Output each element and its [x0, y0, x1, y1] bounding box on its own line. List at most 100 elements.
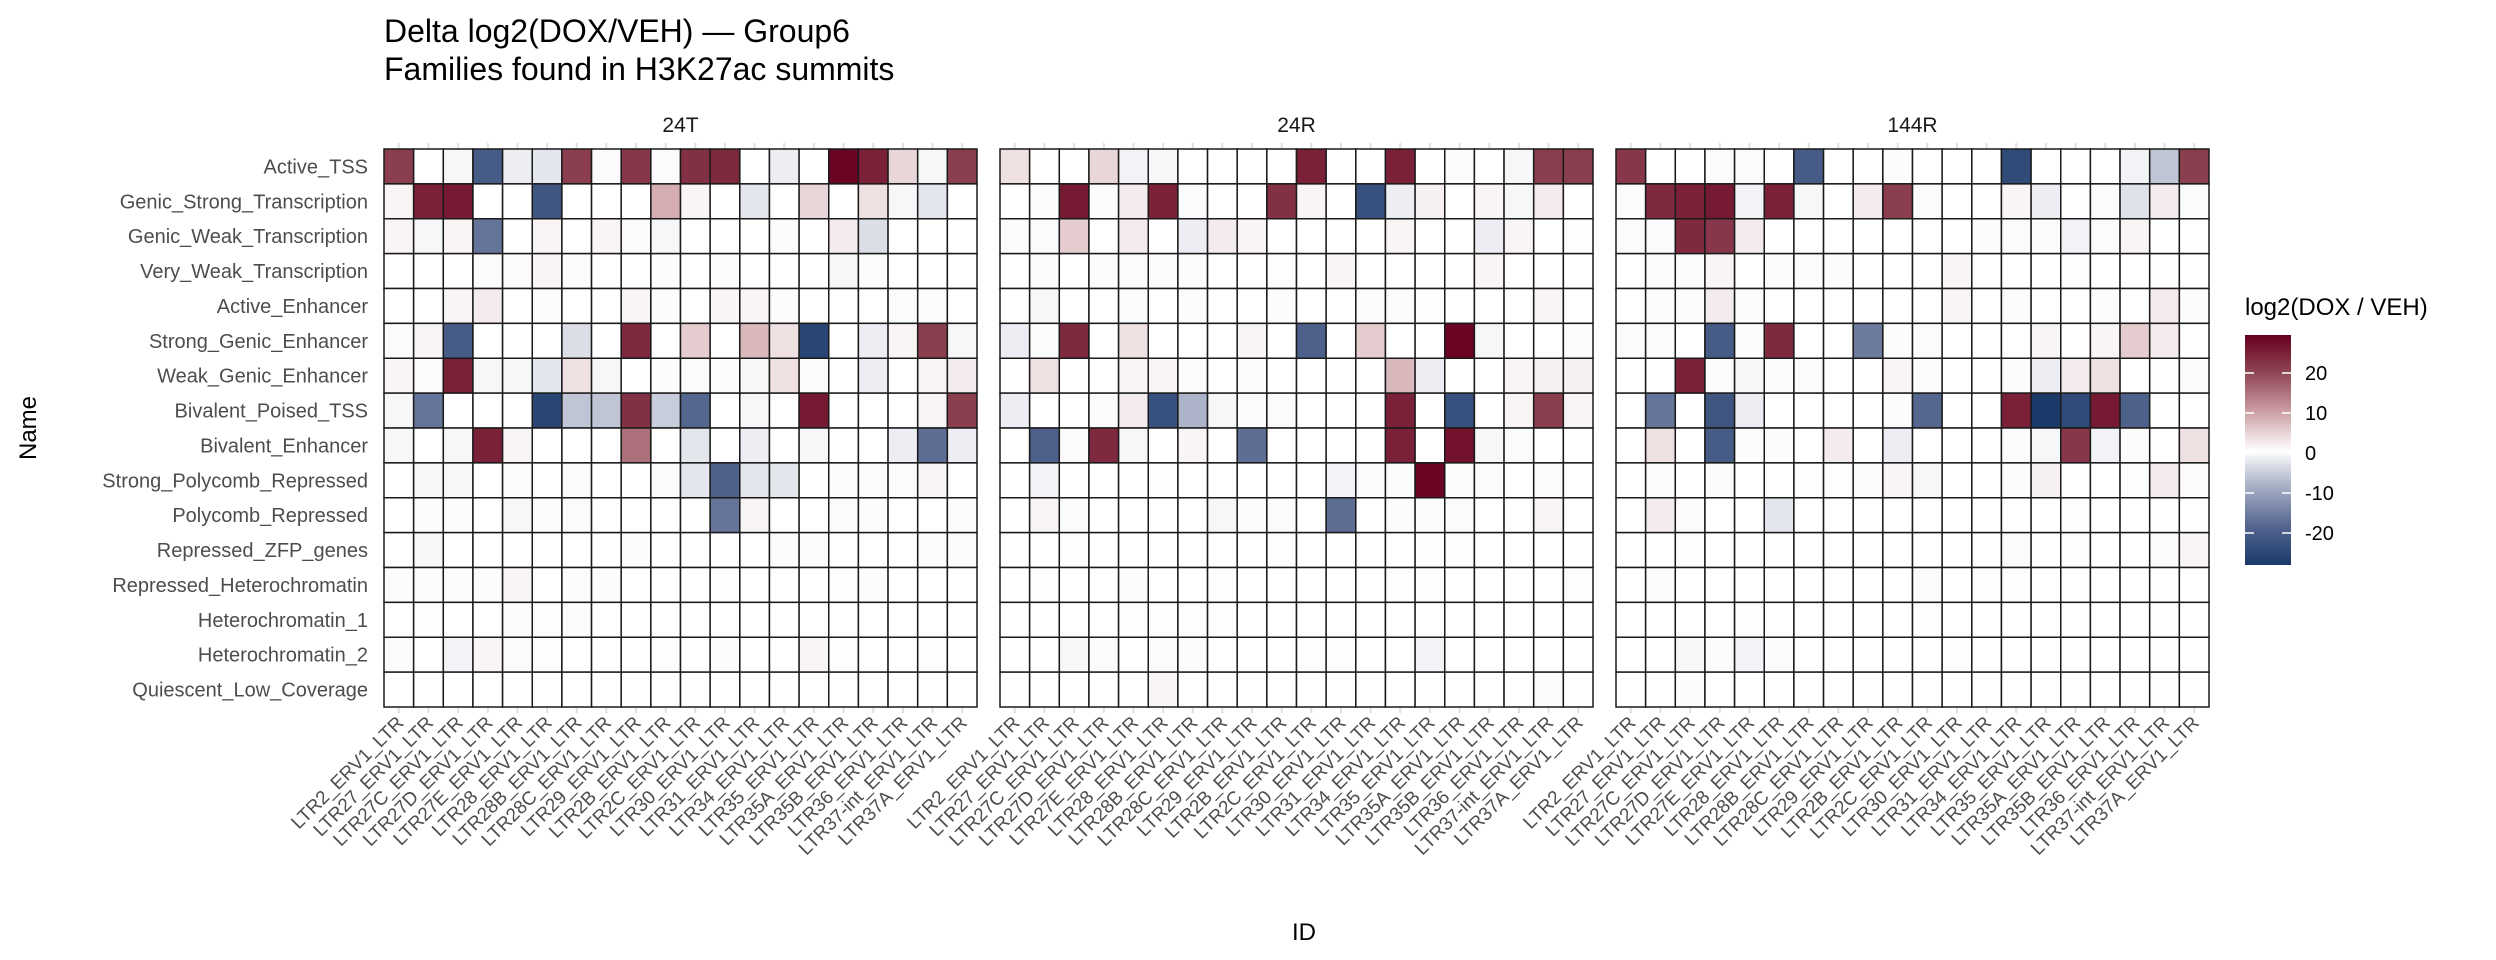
heatmap-cell — [1295, 218, 1327, 255]
heatmap-cell — [590, 148, 622, 185]
heatmap-cell — [1058, 218, 1090, 255]
heatmap-cell — [887, 148, 919, 185]
heatmap-cell — [2119, 287, 2151, 325]
heatmap-cell — [999, 531, 1031, 569]
heatmap-cell — [501, 252, 534, 290]
heatmap-cell — [2089, 392, 2121, 429]
heatmap-cell — [412, 427, 445, 464]
heatmap-cell — [739, 636, 771, 673]
heatmap-cell — [1266, 392, 1298, 429]
heatmap-cell — [1793, 636, 1825, 673]
heatmap-cell — [709, 218, 741, 255]
heatmap-cell — [1206, 392, 1238, 429]
heatmap-cell — [1733, 148, 1765, 185]
heatmap-cell — [2060, 601, 2092, 638]
heatmap-cell — [946, 392, 978, 429]
heatmap-cell — [1177, 218, 1209, 255]
heatmap-cell — [501, 148, 534, 185]
heatmap-cell — [442, 427, 474, 464]
heatmap-cell — [1882, 322, 1914, 359]
heatmap-cell — [1473, 183, 1505, 220]
heatmap-cell — [1503, 636, 1535, 673]
heatmap-cell — [383, 462, 415, 499]
heatmap-cell — [2178, 392, 2210, 429]
heatmap-cell — [1793, 218, 1825, 255]
heatmap-cell — [1763, 671, 1795, 708]
heatmap-cell — [1414, 566, 1446, 604]
heatmap-cell — [1325, 462, 1357, 499]
heatmap-cell — [412, 287, 445, 325]
heatmap-cell — [561, 427, 593, 464]
heatmap-cell — [768, 671, 800, 708]
heatmap-cell — [1117, 252, 1149, 290]
heatmap-cell — [1236, 357, 1268, 394]
heatmap-cell — [2089, 287, 2121, 325]
heatmap-cell — [1355, 427, 1387, 464]
heatmap-cell — [1147, 497, 1179, 534]
heatmap-cell — [1971, 287, 2003, 325]
heatmap-cell — [1615, 357, 1647, 394]
heatmap-cell — [1295, 392, 1327, 429]
heatmap-cell — [2178, 252, 2210, 290]
heatmap-cell — [2148, 322, 2181, 359]
heatmap-cell — [1444, 427, 1476, 464]
heatmap-cell — [1473, 287, 1505, 325]
heatmap-cell — [1177, 427, 1209, 464]
heatmap-cell — [1644, 427, 1677, 464]
heatmap-cell — [1882, 148, 1914, 185]
heatmap-cell — [1644, 531, 1677, 569]
x-axis-title: ID — [1292, 919, 1316, 946]
heatmap-cell — [1236, 601, 1268, 638]
heatmap-cell — [531, 601, 563, 638]
heatmap-cell — [1147, 218, 1179, 255]
heatmap-cell — [531, 148, 563, 185]
heatmap-cell — [1117, 566, 1149, 604]
heatmap-cell — [383, 566, 415, 604]
heatmap-cell — [2060, 287, 2092, 325]
heatmap-cell — [620, 671, 652, 708]
heatmap-cell — [1704, 322, 1736, 359]
heatmap-cell — [590, 218, 622, 255]
heatmap-cell — [1763, 357, 1795, 394]
heatmap-cell — [739, 601, 771, 638]
heatmap-cell — [531, 322, 563, 359]
heatmap-cell — [2119, 218, 2151, 255]
heatmap-cell — [1763, 531, 1795, 569]
heatmap-cell — [999, 357, 1031, 394]
heatmap-cell — [1088, 427, 1120, 464]
heatmap-cell — [1562, 183, 1594, 220]
y-tick-label: Active_TSS — [264, 156, 368, 178]
heatmap-cell — [1444, 252, 1476, 290]
heatmap-cell — [946, 566, 978, 604]
heatmap-cell — [1882, 462, 1914, 499]
heatmap-cell — [1266, 427, 1298, 464]
heatmap-cell — [1236, 636, 1268, 673]
heatmap-cell — [916, 183, 949, 220]
heatmap-cell — [887, 287, 919, 325]
heatmap-cell — [2089, 497, 2121, 534]
heatmap-cell — [768, 183, 800, 220]
heatmap-cell — [916, 218, 949, 255]
heatmap-cell — [1733, 218, 1765, 255]
heatmap-cell — [1236, 392, 1268, 429]
heatmap-cell — [679, 497, 711, 534]
heatmap-cell — [1384, 392, 1416, 429]
heatmap-cell — [472, 427, 504, 464]
heatmap-cell — [1733, 566, 1765, 604]
heatmap-cell — [472, 462, 504, 499]
legend-tick-label: -20 — [2305, 523, 2334, 545]
heatmap-cell — [679, 357, 711, 394]
heatmap-cell — [798, 531, 830, 569]
heatmap-cell — [1117, 497, 1149, 534]
heatmap-cell — [1674, 357, 1706, 394]
heatmap-cell — [768, 218, 800, 255]
heatmap-cell — [1355, 671, 1387, 708]
heatmap-cell — [1852, 218, 1884, 255]
heatmap-cell — [1615, 322, 1647, 359]
heatmap-cell — [561, 566, 593, 604]
heatmap-cell — [412, 566, 445, 604]
heatmap-cell — [1852, 636, 1884, 673]
heatmap-cell — [2089, 671, 2121, 708]
heatmap-cell — [2060, 427, 2092, 464]
heatmap-cell — [590, 427, 622, 464]
